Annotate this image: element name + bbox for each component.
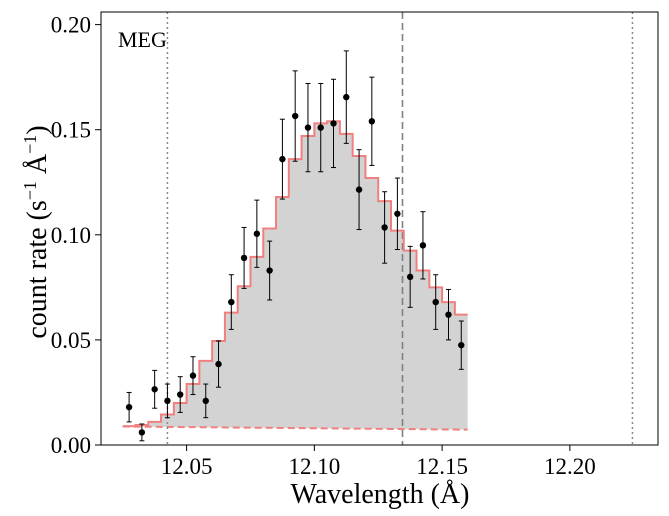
data-point-17 bbox=[330, 120, 337, 127]
data-point-25 bbox=[432, 298, 439, 306]
observed-points-layer bbox=[125, 50, 465, 442]
data-point-5 bbox=[177, 391, 184, 398]
data-point-3 bbox=[151, 386, 158, 393]
x-tick-label-4: 12.20 bbox=[544, 454, 596, 479]
data-point-11 bbox=[253, 230, 261, 237]
y-axis-title-close: ) bbox=[22, 125, 53, 134]
data-point-1 bbox=[125, 403, 133, 411]
y-tick-label-4: 0.15 bbox=[51, 118, 91, 143]
data-point-27 bbox=[458, 341, 465, 349]
data-point-14 bbox=[291, 112, 299, 120]
data-point-16 bbox=[317, 124, 324, 131]
data-point-23 bbox=[406, 273, 414, 281]
continuum-line bbox=[122, 425, 468, 431]
plot-frame bbox=[100, 11, 659, 446]
y-axis-title-mid: Å bbox=[22, 153, 53, 181]
data-point-2 bbox=[138, 429, 146, 436]
y-tick-label-1: 0.00 bbox=[51, 433, 91, 458]
data-point-6 bbox=[189, 372, 197, 379]
y-axis-title-main: count rate (s bbox=[22, 200, 53, 338]
y-axis-title-sup2: −1 bbox=[20, 135, 40, 154]
y-axis-title-sup1: −1 bbox=[20, 181, 40, 200]
y-tick-label-2: 0.05 bbox=[51, 328, 91, 353]
data-point-22 bbox=[394, 210, 401, 217]
model-fill-layer bbox=[122, 121, 468, 430]
data-point-20 bbox=[368, 118, 376, 125]
data-point-21 bbox=[381, 224, 388, 231]
data-point-15 bbox=[304, 124, 312, 131]
reference-lines-layer bbox=[166, 12, 634, 445]
data-point-13 bbox=[279, 155, 286, 163]
x-tick-label-3: 12.15 bbox=[416, 454, 468, 479]
data-point-18 bbox=[343, 93, 350, 101]
x-axis-title: Wavelength (Å) bbox=[291, 479, 470, 510]
x-tick-label-2: 12.10 bbox=[288, 454, 340, 479]
continuum-layer bbox=[122, 425, 468, 431]
data-point-8 bbox=[215, 360, 222, 368]
model-fill-area bbox=[122, 121, 468, 430]
y-tick-label-3: 0.10 bbox=[51, 223, 91, 248]
axis-ticks-layer: 12.05 12.10 12.15 12.20 0.00 0.05 0.10 0.15 0.20 bbox=[51, 13, 596, 479]
instrument-label: MEG bbox=[118, 27, 167, 52]
data-point-24 bbox=[419, 242, 427, 249]
data-point-19 bbox=[355, 186, 363, 193]
y-tick-label-5: 0.20 bbox=[51, 13, 91, 38]
data-point-12 bbox=[266, 267, 273, 274]
data-point-26 bbox=[445, 311, 452, 318]
data-point-10 bbox=[240, 254, 248, 262]
data-point-4 bbox=[164, 397, 171, 405]
data-point-9 bbox=[228, 298, 235, 306]
x-tick-label-1: 12.05 bbox=[161, 454, 213, 479]
data-point-7 bbox=[202, 397, 209, 405]
y-axis-title: count rate (s−1 Å−1) bbox=[20, 125, 53, 338]
